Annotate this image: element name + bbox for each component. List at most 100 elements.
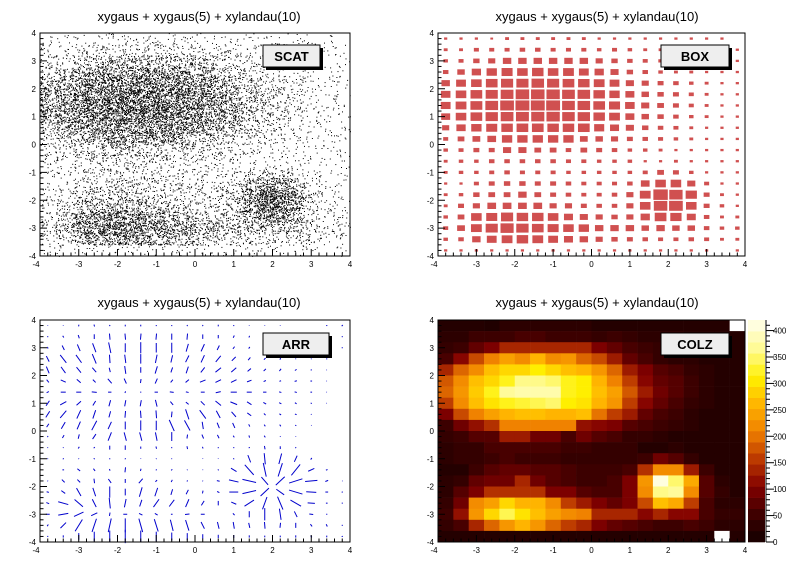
scatter-point: [237, 38, 239, 40]
scatter-point: [168, 95, 170, 97]
scatter-point: [123, 97, 125, 99]
scatter-point: [212, 97, 214, 99]
scatter-point: [44, 78, 46, 80]
scatter-point: [107, 64, 108, 66]
scatter-point: [60, 82, 61, 84]
scatter-point: [189, 93, 190, 95]
scatter-point: [190, 64, 192, 66]
scatter-point: [41, 78, 43, 80]
scatter-point: [202, 111, 204, 112]
scatter-point: [117, 81, 118, 82]
scatter-point: [146, 85, 148, 87]
scatter-point: [76, 106, 78, 108]
scatter-point: [195, 77, 197, 79]
scatter-point: [161, 86, 163, 88]
scatter-point: [147, 68, 148, 70]
scatter-point: [138, 85, 140, 87]
scatter-point: [67, 48, 69, 50]
scatter-point: [202, 97, 204, 99]
scatter-point: [179, 71, 181, 73]
scatter-point: [96, 95, 98, 97]
scatter-point: [150, 109, 152, 110]
scatter-point: [99, 72, 101, 74]
scatter-point: [171, 80, 173, 82]
scatter-point: [58, 80, 60, 82]
scatter-point: [105, 51, 107, 53]
scatter-point: [142, 107, 144, 108]
scatter-point: [130, 90, 132, 92]
scatter-point: [162, 104, 164, 106]
scatter-point: [202, 95, 204, 97]
scatter-point: [75, 108, 77, 110]
scatter-point: [123, 85, 125, 87]
scatter-point: [100, 62, 102, 64]
scatter-point: [182, 86, 184, 88]
scatter-point: [165, 79, 167, 81]
scatter-point: [114, 96, 116, 98]
scatter-point: [71, 45, 73, 47]
scatter-point: [91, 103, 93, 105]
scatter-point: [83, 106, 85, 108]
scatter-point: [97, 67, 99, 69]
scatter-point: [165, 93, 167, 95]
scatter-point: [117, 103, 119, 105]
scatter-point: [143, 84, 145, 86]
scatter-point: [122, 99, 124, 101]
scatter-point: [71, 103, 73, 105]
scatter-point: [172, 78, 174, 80]
scatter-point: [121, 58, 123, 60]
scatter-point: [82, 53, 84, 55]
scatter-point: [104, 92, 106, 94]
scatter-point: [165, 105, 167, 107]
scatter-point: [210, 97, 212, 99]
scatter-point: [101, 95, 103, 97]
scatter-point: [111, 79, 112, 81]
scatter-point: [60, 94, 62, 96]
scatter-point: [44, 97, 45, 99]
scatter-point: [178, 102, 180, 103]
scatter-point: [284, 87, 286, 89]
scatter-point: [90, 109, 92, 111]
scatter-point: [222, 83, 224, 85]
scatter-point: [115, 95, 117, 97]
scatter-point: [51, 65, 53, 67]
scatter-point: [141, 81, 143, 83]
scatter-point: [54, 92, 56, 94]
scatter-point: [69, 105, 71, 107]
scatter-point: [159, 61, 160, 63]
scatter-point: [157, 102, 159, 104]
scatter-point: [52, 82, 54, 84]
scatter-point: [174, 70, 176, 72]
scatter-point: [86, 68, 88, 70]
scatter-point: [171, 100, 172, 102]
scatter-point: [103, 77, 104, 79]
scatter-point: [183, 82, 185, 84]
scatter-point: [215, 81, 217, 83]
scatter-point: [311, 88, 313, 90]
scatter-point: [110, 61, 112, 63]
scatter-point: [270, 91, 272, 92]
scatter-point: [157, 104, 159, 106]
scatter-point: [72, 100, 74, 102]
scatter-point: [161, 101, 162, 103]
scatter-point: [76, 38, 78, 40]
scatter-point: [108, 93, 110, 95]
scatter-point: [242, 63, 244, 65]
scatter-point: [107, 108, 109, 110]
scatter-point: [107, 74, 108, 76]
scatter-point: [199, 84, 201, 86]
scatter-point: [252, 40, 254, 41]
scatter-point: [154, 87, 156, 89]
scatter-point: [139, 92, 141, 93]
scatter-point: [168, 33, 170, 35]
scatter-point: [79, 77, 81, 79]
scatter-point: [57, 64, 59, 66]
scatter-point: [176, 56, 178, 58]
scatter-point: [101, 38, 103, 40]
scatter-point: [187, 95, 189, 96]
scatter-point: [231, 80, 233, 82]
scatter-point: [49, 85, 51, 87]
scatter-point: [242, 73, 244, 75]
scatter-point: [162, 58, 164, 60]
scatter-point: [115, 68, 117, 70]
